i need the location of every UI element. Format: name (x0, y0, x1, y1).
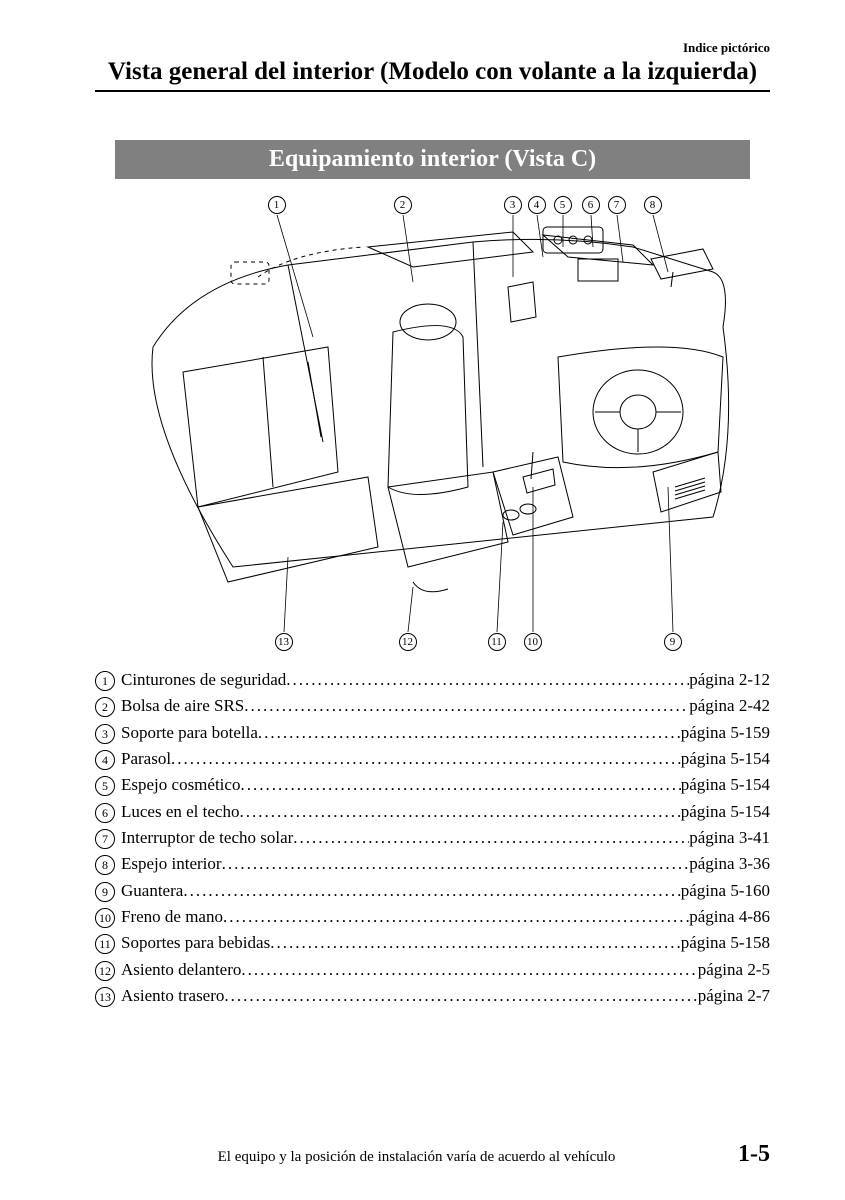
leader-dots (240, 772, 680, 798)
leader-dots (258, 720, 681, 746)
index-marker: 13 (95, 987, 115, 1007)
index-page-ref: página 5-160 (681, 878, 770, 904)
index-marker: 9 (95, 882, 115, 902)
index-list: 1 Cinturones de seguridadpágina 2-122 Bo… (95, 667, 770, 1009)
index-page-ref: página 5-154 (681, 746, 770, 772)
index-page-ref: página 2-42 (689, 693, 770, 719)
leader-dots (224, 983, 697, 1009)
index-page-ref: página 2-12 (689, 667, 770, 693)
index-page-ref: página 5-159 (681, 720, 770, 746)
index-label: Bolsa de aire SRS (121, 693, 244, 719)
footer-note: El equipo y la posición de instalación v… (218, 1149, 616, 1166)
callout-marker: 13 (275, 633, 293, 651)
index-row: 12 Asiento delantero página 2-5 (95, 957, 770, 983)
callout-marker: 6 (582, 196, 600, 214)
index-marker: 3 (95, 724, 115, 744)
index-page-ref: página 3-36 (689, 851, 770, 877)
index-row: 7 Interruptor de techo solar página 3-41 (95, 825, 770, 851)
callout-marker: 11 (488, 633, 506, 651)
index-label: Cinturones de seguridad (121, 667, 286, 693)
index-row: 13 Asiento trasero página 2-7 (95, 983, 770, 1009)
leader-dots (244, 693, 689, 719)
callout-marker: 3 (504, 196, 522, 214)
index-label: Freno de mano (121, 904, 223, 930)
index-marker: 8 (95, 855, 115, 875)
callout-marker: 7 (608, 196, 626, 214)
leader-dots (223, 904, 689, 930)
index-row: 3 Soporte para botella página 5-159 (95, 720, 770, 746)
index-marker: 1 (95, 671, 115, 691)
index-label: Espejo interior (121, 851, 222, 877)
index-marker: 11 (95, 934, 115, 954)
callout-marker: 5 (554, 196, 572, 214)
index-page-ref: página 5-154 (681, 799, 770, 825)
leader-dots (171, 746, 681, 772)
index-page-ref: página 5-154 (681, 772, 770, 798)
index-page-ref: página 4-86 (689, 904, 770, 930)
index-marker: 5 (95, 776, 115, 796)
index-label: Soportes para bebidas (121, 930, 270, 956)
leader-dots (222, 851, 690, 877)
index-page-ref: página 5-158 (681, 930, 770, 956)
leader-dots (241, 957, 697, 983)
callout-marker: 4 (528, 196, 546, 214)
index-row: 1 Cinturones de seguridad página 2-12 (95, 667, 770, 693)
index-label: Espejo cosmético (121, 772, 240, 798)
breadcrumb: Indice pictórico (95, 40, 770, 56)
page-number: 1-5 (738, 1141, 770, 1168)
leader-dots (293, 825, 689, 851)
car-interior-line-art (113, 187, 753, 657)
callout-marker: 9 (664, 633, 682, 651)
index-marker: 6 (95, 803, 115, 823)
index-page-ref: página 3-41 (689, 825, 770, 851)
index-row: 6 Luces en el techo página 5-154 (95, 799, 770, 825)
index-label: Parasol (121, 746, 171, 772)
leader-dots (239, 799, 680, 825)
callout-marker: 10 (524, 633, 542, 651)
callout-marker: 1 (268, 196, 286, 214)
leader-dots (286, 667, 689, 693)
callout-marker: 8 (644, 196, 662, 214)
index-row: 10 Freno de mano página 4-86 (95, 904, 770, 930)
index-label: Asiento trasero (121, 983, 224, 1009)
interior-diagram: 12345678131211109 (113, 187, 753, 657)
index-marker: 10 (95, 908, 115, 928)
page-title: Vista general del interior (Modelo con v… (95, 58, 770, 92)
index-marker: 7 (95, 829, 115, 849)
index-label: Guantera (121, 878, 183, 904)
index-row: 4 Parasol página 5-154 (95, 746, 770, 772)
index-label: Luces en el techo (121, 799, 239, 825)
index-row: 8 Espejo interior página 3-36 (95, 851, 770, 877)
leader-dots (183, 878, 680, 904)
index-label: Interruptor de techo solar (121, 825, 293, 851)
leader-dots (270, 930, 681, 956)
index-row: 5 Espejo cosmético página 5-154 (95, 772, 770, 798)
index-marker: 12 (95, 961, 115, 981)
index-row: 2 Bolsa de aire SRS página 2-42 (95, 693, 770, 719)
index-label: Asiento delantero (121, 957, 241, 983)
index-label: Soporte para botella (121, 720, 258, 746)
index-marker: 2 (95, 697, 115, 717)
index-row: 11 Soportes para bebidas página 5-158 (95, 930, 770, 956)
index-page-ref: página 2-7 (698, 983, 770, 1009)
callout-marker: 2 (394, 196, 412, 214)
callout-marker: 12 (399, 633, 417, 651)
section-title-bar: Equipamiento interior (Vista C) (115, 140, 750, 179)
index-marker: 4 (95, 750, 115, 770)
index-page-ref: página 2-5 (698, 957, 770, 983)
index-row: 9 Guantera página 5-160 (95, 878, 770, 904)
